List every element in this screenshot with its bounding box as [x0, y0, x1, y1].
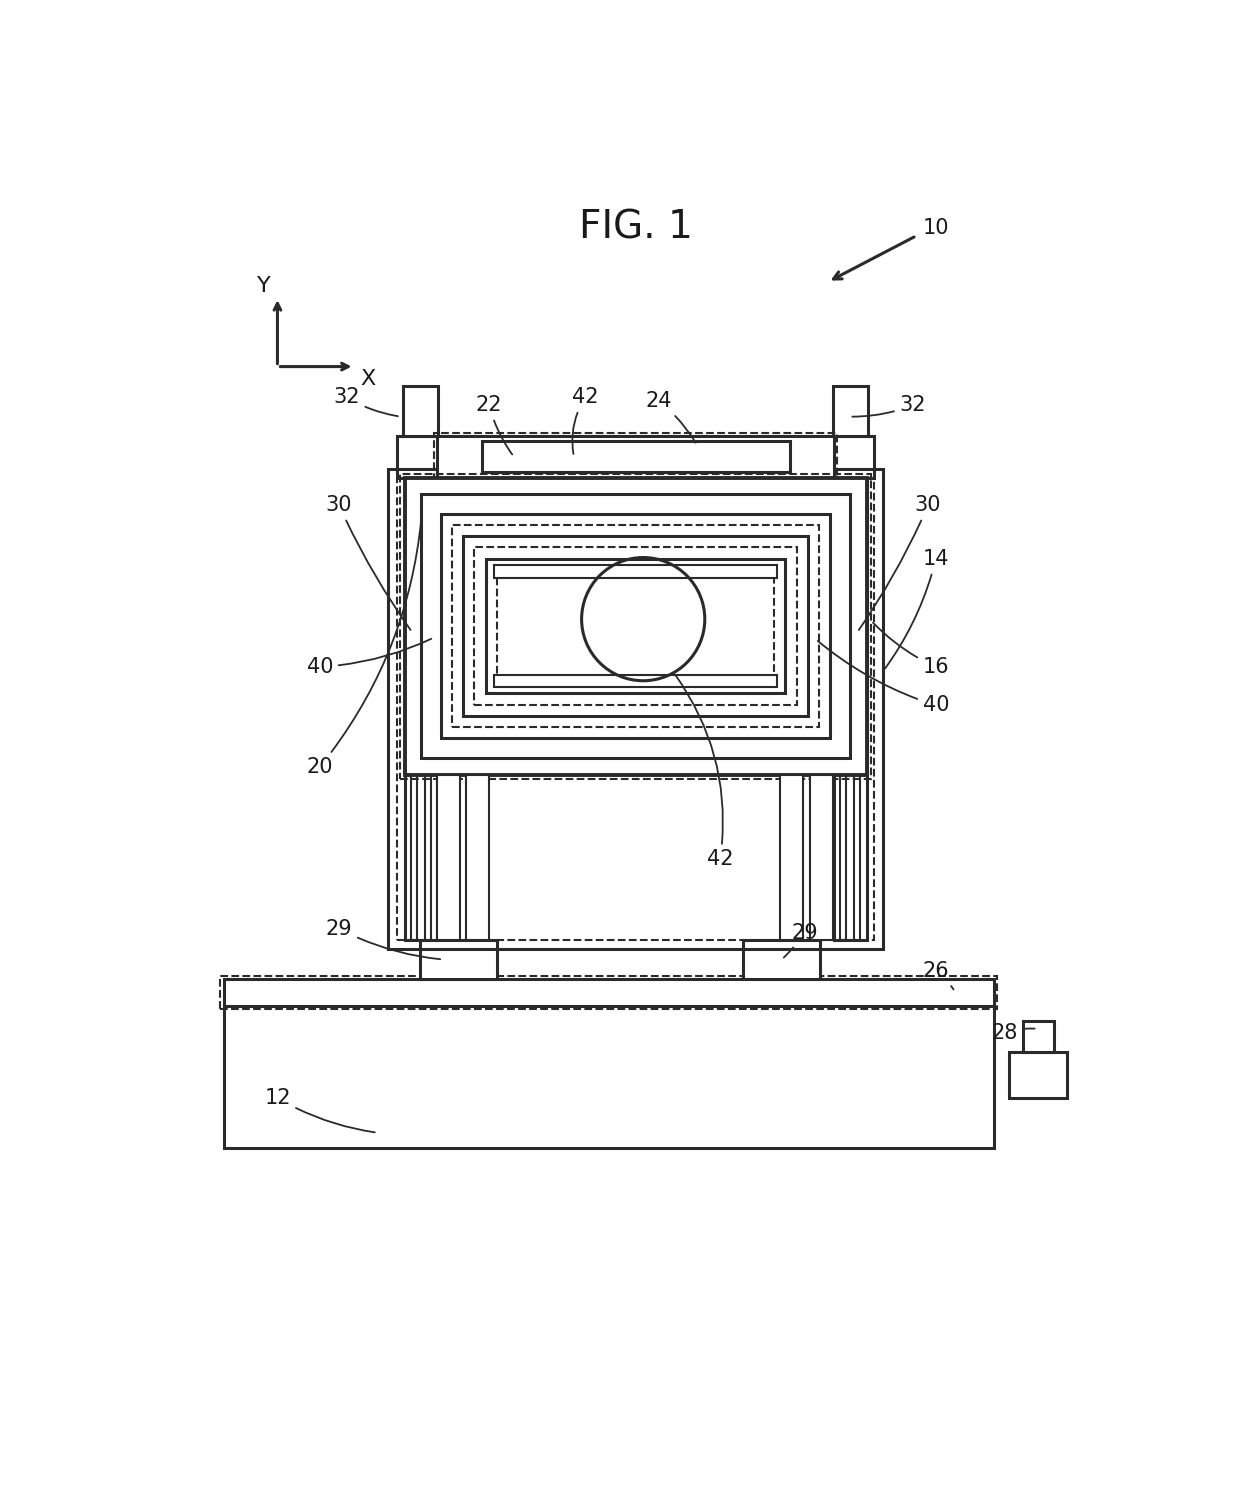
Bar — [397, 436, 444, 478]
Text: 28: 28 — [992, 1023, 1034, 1042]
Bar — [436, 436, 835, 478]
Text: X: X — [361, 369, 376, 389]
Text: 30: 30 — [859, 496, 941, 629]
Bar — [841, 478, 861, 940]
Bar — [453, 526, 818, 727]
Bar — [388, 469, 883, 949]
Bar — [1023, 1021, 1054, 1051]
Text: 42: 42 — [572, 388, 599, 454]
Bar — [494, 674, 777, 686]
Text: FIG. 1: FIG. 1 — [579, 209, 692, 246]
Text: 30: 30 — [326, 496, 410, 629]
Bar — [466, 775, 490, 940]
Bar — [410, 478, 430, 940]
Bar — [486, 559, 785, 692]
Text: 29: 29 — [326, 919, 440, 960]
Bar — [403, 386, 439, 436]
Text: 42: 42 — [676, 676, 733, 870]
Bar — [422, 494, 849, 757]
Text: 16: 16 — [873, 623, 949, 677]
Text: 22: 22 — [476, 395, 512, 455]
Bar — [223, 979, 993, 1006]
Bar — [441, 514, 830, 737]
Bar — [223, 1006, 993, 1148]
Text: 26: 26 — [923, 961, 954, 990]
Bar — [417, 478, 424, 940]
Text: Y: Y — [257, 276, 270, 296]
Text: 10: 10 — [923, 218, 949, 237]
Bar — [404, 478, 436, 940]
Text: 40: 40 — [818, 641, 949, 715]
Text: 20: 20 — [306, 520, 422, 777]
Bar — [826, 436, 874, 478]
Bar — [780, 775, 804, 940]
Bar — [397, 478, 874, 940]
Bar — [420, 940, 497, 979]
Bar — [1009, 1051, 1066, 1098]
Bar — [463, 536, 808, 716]
Bar — [434, 433, 837, 481]
Bar — [436, 775, 460, 940]
Text: 32: 32 — [334, 388, 398, 416]
Text: 29: 29 — [784, 922, 818, 958]
Bar — [810, 775, 832, 940]
Bar — [847, 478, 854, 940]
Bar — [399, 473, 872, 780]
Bar — [474, 547, 797, 706]
Text: 14: 14 — [885, 550, 949, 668]
Bar — [481, 442, 790, 472]
Bar — [497, 569, 774, 682]
Bar — [835, 478, 867, 940]
Bar — [404, 478, 867, 775]
Bar — [832, 386, 868, 436]
Bar — [494, 565, 777, 578]
Text: 24: 24 — [645, 391, 696, 443]
Text: 40: 40 — [306, 638, 432, 677]
Bar — [743, 940, 821, 979]
Text: 32: 32 — [852, 395, 926, 416]
Text: 12: 12 — [264, 1087, 374, 1133]
Bar — [221, 976, 997, 1009]
